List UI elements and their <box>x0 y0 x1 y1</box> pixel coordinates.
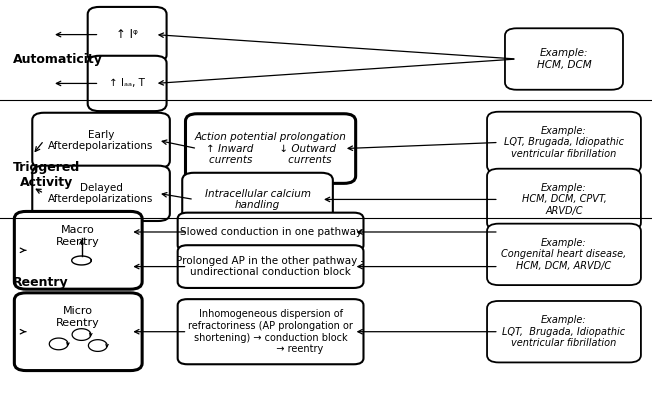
Text: Example:
Congenital heart disease,
HCM, DCM, ARVD/C: Example: Congenital heart disease, HCM, … <box>501 238 627 271</box>
FancyBboxPatch shape <box>487 301 641 363</box>
Text: Slowed conduction in one pathway: Slowed conduction in one pathway <box>179 227 362 237</box>
FancyBboxPatch shape <box>14 212 142 289</box>
FancyBboxPatch shape <box>185 114 356 183</box>
Text: Triggered
Activity: Triggered Activity <box>13 161 80 189</box>
Text: Macro
Reentry: Macro Reentry <box>56 225 100 247</box>
Text: Automaticity: Automaticity <box>13 53 103 66</box>
FancyBboxPatch shape <box>505 28 623 90</box>
Text: ↑ Iᵠ: ↑ Iᵠ <box>116 28 138 41</box>
Text: Inhomogeneous dispersion of
refractoriness (AP prolongation or
shortening) → con: Inhomogeneous dispersion of refractorine… <box>188 309 353 354</box>
Text: Intracellular calcium
handling: Intracellular calcium handling <box>205 188 310 210</box>
Text: Prolonged AP in the other pathway -
undirectional conduction block: Prolonged AP in the other pathway - undi… <box>177 256 364 278</box>
Text: Micro
Reentry: Micro Reentry <box>56 306 100 328</box>
Text: Early
Afterdepolarizations: Early Afterdepolarizations <box>48 129 154 151</box>
FancyBboxPatch shape <box>177 213 364 252</box>
Text: Reentry: Reentry <box>13 276 68 289</box>
FancyBboxPatch shape <box>177 245 364 288</box>
FancyBboxPatch shape <box>487 168 641 230</box>
FancyBboxPatch shape <box>487 112 641 173</box>
FancyBboxPatch shape <box>87 7 167 62</box>
FancyBboxPatch shape <box>14 293 142 370</box>
FancyBboxPatch shape <box>182 173 333 226</box>
Text: Delayed
Afterdepolarizations: Delayed Afterdepolarizations <box>48 182 154 204</box>
FancyBboxPatch shape <box>33 113 170 168</box>
FancyBboxPatch shape <box>87 56 167 111</box>
Text: ↑ Iₐₐ, T: ↑ Iₐₐ, T <box>109 79 145 88</box>
FancyBboxPatch shape <box>487 224 641 285</box>
Text: Example:
HCM, DCM: Example: HCM, DCM <box>537 48 591 70</box>
Text: Example:
HCM, DCM, CPVT,
ARVD/C: Example: HCM, DCM, CPVT, ARVD/C <box>522 183 606 216</box>
Text: Action potential prolongation
↑ Inward        ↓ Outward
currents           curre: Action potential prolongation ↑ Inward ↓… <box>195 132 346 165</box>
Text: Example:
LQT, Brugada, Idiopathic
ventricular fibrillation: Example: LQT, Brugada, Idiopathic ventri… <box>504 126 624 159</box>
FancyBboxPatch shape <box>177 299 364 364</box>
Text: Example:
LQT,  Brugada, Idiopathic
ventricular fibrillation: Example: LQT, Brugada, Idiopathic ventri… <box>503 315 625 348</box>
FancyBboxPatch shape <box>33 166 170 221</box>
